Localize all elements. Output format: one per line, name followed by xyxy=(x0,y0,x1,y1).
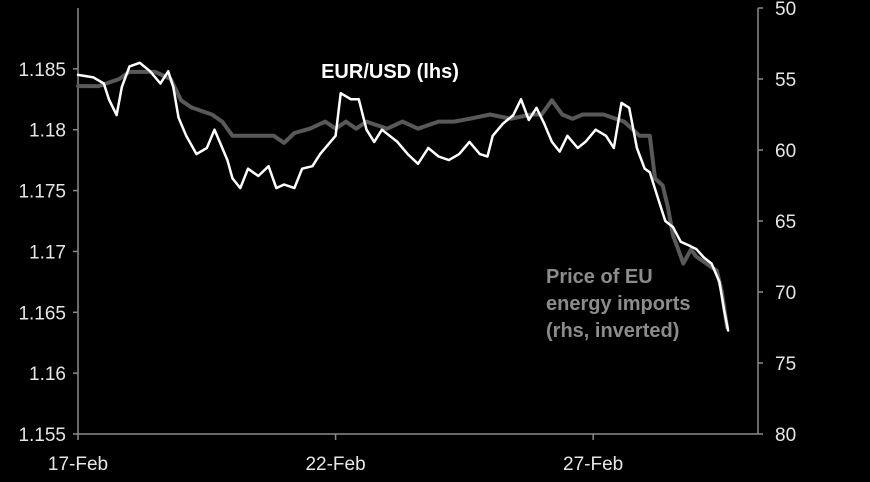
right-axis-tick-label: 55 xyxy=(775,70,796,91)
right-axis-tick-label: 60 xyxy=(775,141,796,162)
left-axis-tick-label: 1.155 xyxy=(18,425,66,446)
right-axis-tick-label: 80 xyxy=(775,425,796,446)
series-label-eurusd: EUR/USD (lhs) xyxy=(321,61,459,83)
series-label-energy-imports: Price of EU energy imports (rhs, inverted) xyxy=(546,266,690,342)
right-axis-tick-label: 70 xyxy=(775,283,796,304)
left-axis-tick-label: 1.175 xyxy=(18,182,66,203)
left-axis-tick-label: 1.16 xyxy=(29,364,66,385)
x-axis-tick-label: 22-Feb xyxy=(305,454,365,475)
left-axis-tick-label: 1.185 xyxy=(18,60,66,81)
left-axis-tick-label: 1.18 xyxy=(29,121,66,142)
left-axis-tick-label: 1.165 xyxy=(18,303,66,324)
x-axis-tick-label: 27-Feb xyxy=(563,454,623,475)
right-axis-tick-label: 65 xyxy=(775,212,796,233)
right-axis-tick-label: 50 xyxy=(775,0,796,20)
series-line-eurusd xyxy=(76,61,730,332)
x-axis-tick-label: 17-Feb xyxy=(48,454,108,475)
left-axis-tick-label: 1.17 xyxy=(29,242,66,263)
right-axis-tick-label: 75 xyxy=(775,354,796,375)
